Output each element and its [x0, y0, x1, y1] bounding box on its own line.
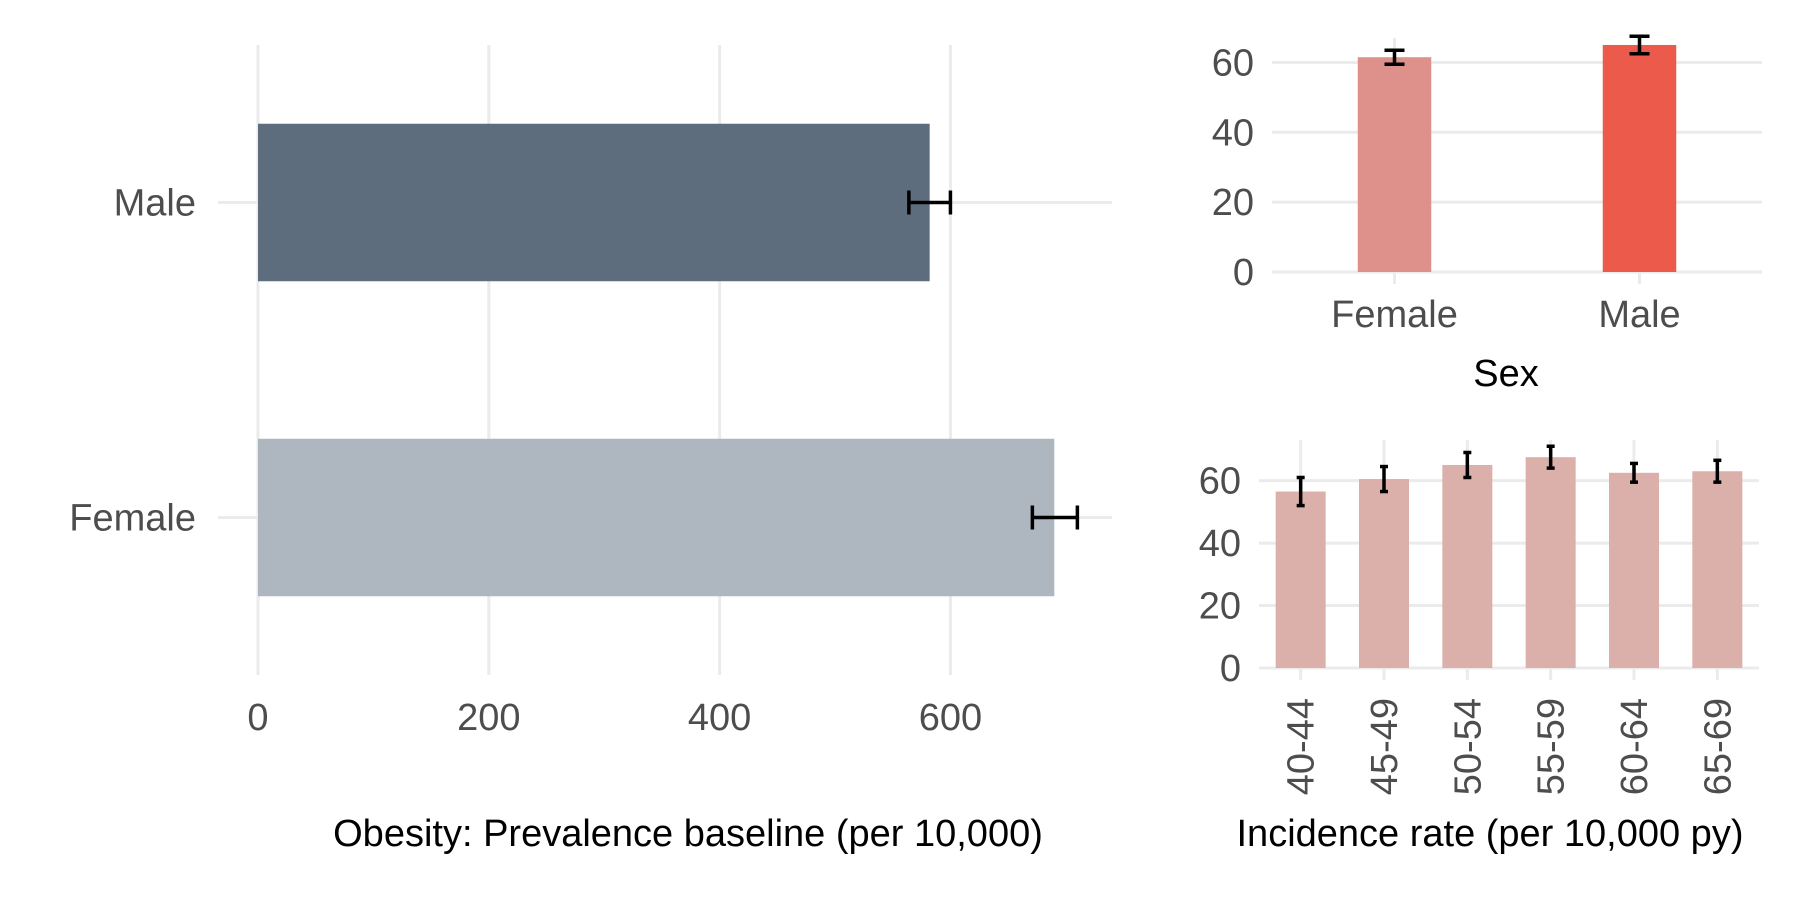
y-tick-label: 60: [1212, 42, 1254, 84]
y-tick-label: Female: [69, 498, 196, 540]
bar-female: [1357, 57, 1432, 272]
y-tick-label: 0: [1220, 648, 1241, 690]
bar-40-44: [1275, 491, 1326, 668]
y-tick-label: Male: [114, 183, 196, 225]
y-tick-label: 60: [1199, 461, 1241, 503]
incidence-by-sex-panel: 0 20 40 60 Female Male: [1212, 34, 1762, 336]
y-tick-label: 40: [1199, 523, 1241, 565]
x-tick-label: 60-64: [1614, 698, 1656, 795]
y-tick-label: 0: [1233, 252, 1254, 294]
bar-55-59: [1525, 457, 1576, 668]
bar-60-64: [1609, 472, 1659, 668]
x-tick-label: 400: [688, 697, 751, 739]
y-tick-label: 20: [1212, 182, 1254, 224]
x-tick-label: 45-49: [1364, 698, 1406, 795]
x-tick-label: 200: [457, 697, 520, 739]
x-tick-label: 40-44: [1281, 698, 1323, 795]
x-tick-label: 65-69: [1697, 698, 1739, 795]
x-tick-label: 50-54: [1447, 698, 1489, 795]
bar-male: [258, 123, 930, 282]
age-x-axis-title: Incidence rate (per 10,000 py): [1237, 813, 1744, 855]
bar-65-69: [1692, 471, 1743, 668]
x-tick-label: 600: [919, 697, 982, 739]
y-tick-label: 20: [1199, 586, 1241, 628]
prevalence-x-axis-title: Obesity: Prevalence baseline (per 10,000…: [333, 813, 1043, 855]
x-tick-label: 55-59: [1531, 698, 1573, 795]
incidence-by-age-panel: 0 20 40 60 40-44 45-49 50-54 55-59 60-64 65-69: [1199, 440, 1759, 795]
bar-45-49: [1359, 479, 1409, 668]
bar-50-54: [1442, 464, 1493, 668]
x-tick-label: Female: [1331, 294, 1458, 336]
prevalence-panel: Male Female 0 200 400 600: [69, 45, 1112, 739]
sex-x-axis-title: Sex: [1473, 353, 1538, 395]
y-tick-label: 40: [1212, 112, 1254, 154]
bar-female: [258, 438, 1055, 597]
x-tick-label: 0: [247, 697, 268, 739]
bar-male: [1602, 44, 1677, 272]
x-tick-label: Male: [1598, 294, 1680, 336]
